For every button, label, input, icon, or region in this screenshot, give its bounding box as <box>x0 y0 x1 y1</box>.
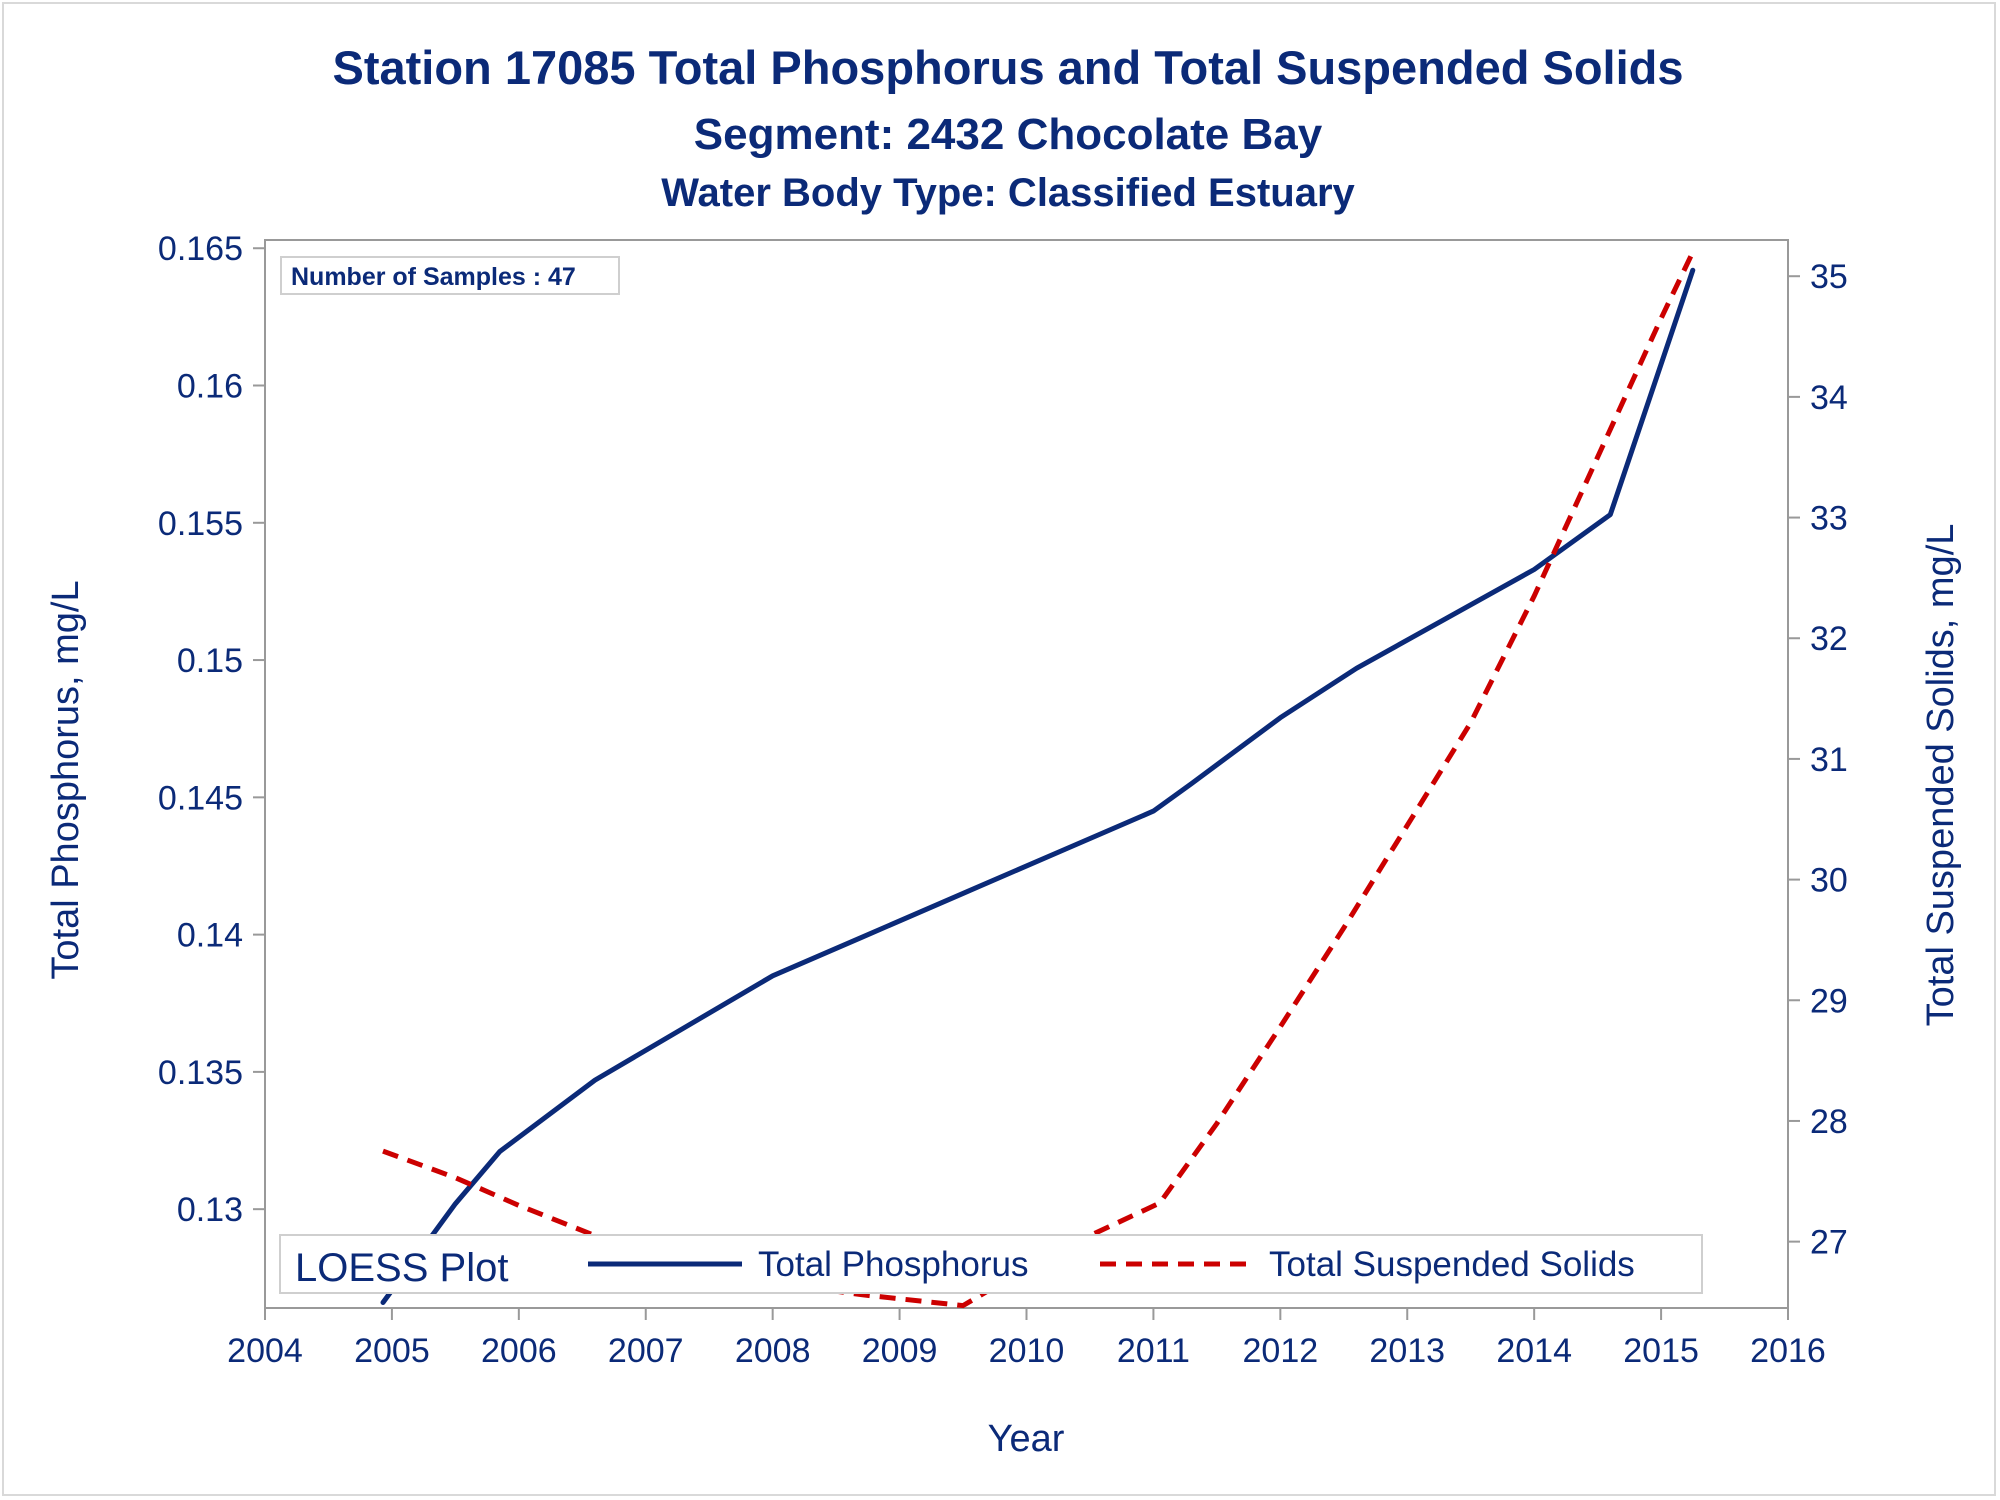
y2-tick-label: 31 <box>1810 741 1848 779</box>
y2-tick-label: 33 <box>1810 500 1848 538</box>
y-tick-label: 0.13 <box>177 1191 243 1229</box>
y2-tick-label: 29 <box>1810 982 1848 1020</box>
y2-tick-label: 28 <box>1810 1103 1848 1141</box>
x-tick-label: 2009 <box>862 1332 938 1370</box>
y-tick-label: 0.145 <box>158 779 243 817</box>
y-axis-left: 0.13 0.135 0.14 0.145 0.15 0.155 0.16 0.165 <box>158 230 265 1229</box>
y-axis-label: Total Phosphorus, mg/L <box>45 580 87 979</box>
y-tick-label: 0.15 <box>177 642 243 680</box>
y-tick-label: 0.16 <box>177 368 243 406</box>
x-tick-label: 2005 <box>354 1332 430 1370</box>
y2-tick-label: 32 <box>1810 620 1848 658</box>
x-tick-label: 2010 <box>989 1332 1065 1370</box>
y2-tick-label: 35 <box>1810 258 1848 296</box>
series-line-total-phosphorus <box>380 267 1696 1305</box>
y2-tick-label: 34 <box>1810 379 1848 417</box>
y2-axis-label: Total Suspended Solids, mg/L <box>1920 524 1962 1027</box>
legend-box <box>279 1234 1703 1294</box>
sample-count-text: Number of Samples : 47 <box>291 263 576 291</box>
x-axis: 2004 2005 2006 2007 2008 2009 2010 2011 2012 2013… <box>227 1308 1826 1370</box>
sample-count-box <box>280 256 620 295</box>
legend-label-total-phosphorus: Total Phosphorus <box>758 1245 1028 1284</box>
x-tick-label: 2011 <box>1117 1332 1190 1370</box>
x-tick-label: 2006 <box>481 1332 557 1370</box>
y-tick-label: 0.155 <box>158 505 243 543</box>
plot-area <box>264 239 1789 1309</box>
legend-title: LOESS Plot <box>295 1246 508 1290</box>
x-tick-label: 2004 <box>227 1332 303 1370</box>
x-tick-label: 2012 <box>1243 1332 1319 1370</box>
y2-tick-label: 30 <box>1810 862 1848 900</box>
legend: LOESS Plot Total Phosphorus Total Suspen… <box>279 1234 1703 1294</box>
x-tick-label: 2007 <box>608 1332 684 1370</box>
y-tick-label: 0.14 <box>177 917 243 955</box>
x-tick-label: 2016 <box>1750 1332 1826 1370</box>
x-tick-label: 2014 <box>1496 1332 1572 1370</box>
y-axis-right: 27 28 29 30 31 32 33 34 35 <box>1788 258 1848 1262</box>
series-line-total-suspended-solids <box>382 251 1696 1309</box>
x-tick-label: 2015 <box>1623 1332 1699 1370</box>
x-tick-label: 2013 <box>1369 1332 1445 1370</box>
chart-subtitle: Segment: 2432 Chocolate Bay <box>694 110 1323 159</box>
y-tick-label: 0.165 <box>158 230 243 268</box>
chart-title: Station 17085 Total Phosphorus and Total… <box>333 41 1684 94</box>
x-tick-label: 2008 <box>735 1332 811 1370</box>
chart-subtitle-2: Water Body Type: Classified Estuary <box>661 171 1355 215</box>
y-tick-label: 0.135 <box>158 1054 243 1092</box>
y2-tick-label: 27 <box>1810 1224 1848 1262</box>
x-axis-label: Year <box>988 1418 1065 1460</box>
legend-label-total-suspended-solids: Total Suspended Solids <box>1269 1245 1635 1284</box>
